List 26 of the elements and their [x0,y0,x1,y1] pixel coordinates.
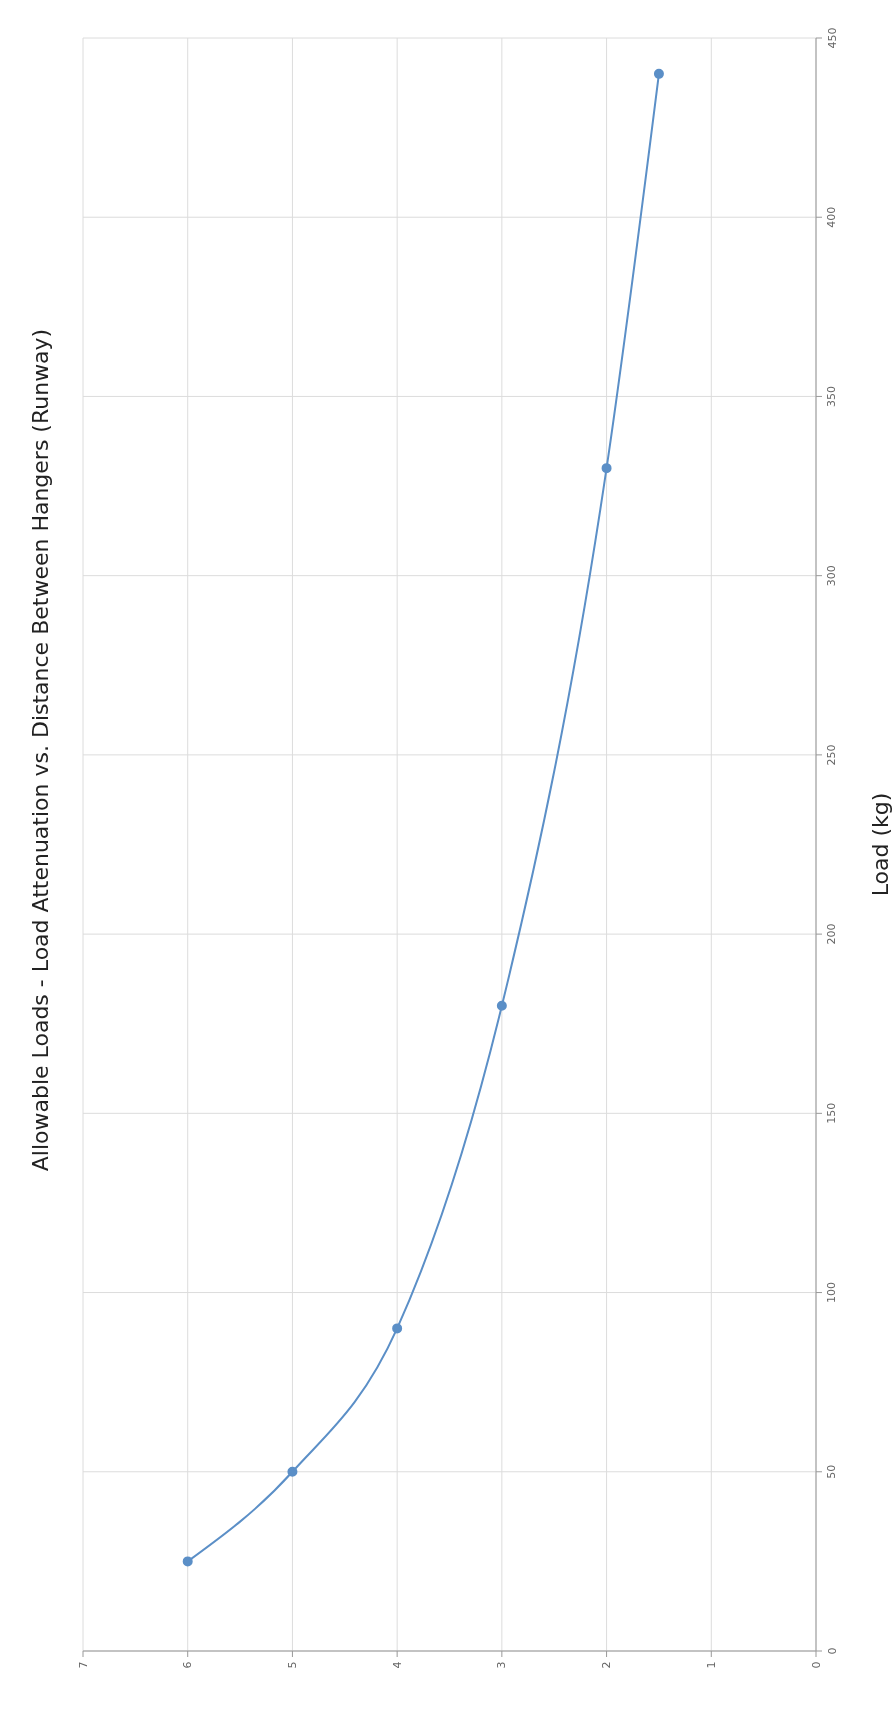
x-tick-label: 4 [390,1661,404,1669]
y-tick-label: 300 [825,565,839,587]
point [601,463,612,474]
x-tick-label: 7 [76,1661,90,1669]
x-tick-label: 1 [704,1661,718,1669]
x-tick-label: 2 [600,1661,614,1669]
y-axis-title: Load (kg) [867,792,893,897]
y-tick-label: 100 [825,1282,839,1304]
y-tick-label: 400 [825,206,839,228]
text: Allowable Loads - Load Attenuation vs. Distance Between Hangers (Runway) [27,328,53,1172]
y-tick-label: 450 [825,27,839,49]
y-tick-label: 0 [825,1647,839,1655]
x-tick-label: 3 [495,1661,509,1669]
y-tick-label: 200 [825,923,839,945]
x-tick-label: 5 [285,1661,299,1669]
point [653,68,664,79]
x-tick-label: 0 [809,1661,823,1669]
x-tick-label: 6 [181,1661,195,1669]
point [392,1323,403,1334]
point [182,1556,193,1567]
y-tick-label: 150 [825,1102,839,1124]
point [496,1000,507,1011]
point [287,1466,298,1477]
y-tick-label: 350 [825,385,839,407]
y-tick-label: 50 [825,1464,839,1479]
y-tick-label: 250 [825,744,839,766]
